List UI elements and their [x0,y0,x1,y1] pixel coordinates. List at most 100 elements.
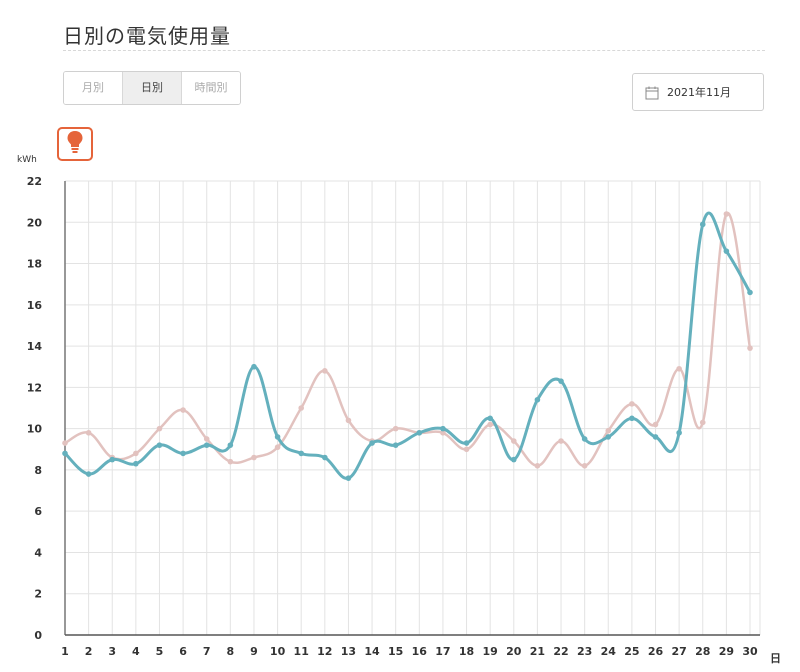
series-0-point [156,442,163,448]
y-tick-label: 14 [27,340,43,353]
x-tick-label: 2 [85,645,93,658]
series-1-point [392,425,399,432]
series-0-point [723,248,730,254]
x-tick-label: 19 [483,645,498,658]
x-tick-label: 15 [388,645,403,658]
series-1-point [322,368,328,374]
x-tick-label: 18 [459,645,474,658]
series-1-point [156,425,163,432]
series-0-point [747,289,753,296]
y-axis-labels: 0 2 4 6 8 10 12 14 16 18 20 22 [27,175,43,642]
x-tick-label: 25 [624,645,639,658]
series-0-point [440,425,446,432]
series-0-point [463,440,470,446]
series-0-point [274,434,281,440]
series-0-point [652,434,659,440]
series-1-point [345,417,352,424]
x-tick-label: 5 [156,645,164,658]
lightbulb-button[interactable] [57,127,93,161]
series-0-point [676,429,682,436]
x-tick-label: 10 [270,645,286,658]
series-0-point [298,450,305,457]
series-0-point [558,378,564,384]
y-tick-label: 16 [27,299,43,312]
series-1-point [227,458,234,465]
x-tick-label: 6 [179,645,187,658]
x-axis-labels: 1 2 3 4 5 6 7 8 9 10 11 12 13 14 15 16 17 18 19 20 21 22 23 24 2… [61,645,758,658]
x-tick-label: 7 [203,645,211,658]
series-1-point [558,438,564,444]
series-0-point [392,442,399,448]
series-0-point [605,434,612,440]
page-title: 日別の電気使用量 [63,24,231,48]
calendar-icon [645,85,659,100]
series-0-point [109,456,116,463]
series-1-point [723,211,730,217]
x-tick-label: 1 [61,645,69,658]
x-tick-label: 3 [108,645,116,658]
x-tick-label: 12 [317,645,332,658]
series-0-point [251,363,257,370]
series-0-point [180,450,186,457]
series-1-point [487,421,493,428]
x-tick-label: 13 [341,645,356,658]
series-1-point [534,462,541,469]
series-0-point [629,415,635,422]
tab-daily[interactable]: 日別 [123,72,182,104]
series-1-point [440,429,446,436]
x-tick-label: 24 [601,645,617,658]
y-tick-label: 0 [34,629,42,642]
date-label: 2021年11月 [667,86,731,99]
x-tick-label: 20 [506,645,522,658]
date-selector-button[interactable]: 2021年11月 [632,73,764,111]
x-tick-label: 8 [227,645,235,658]
series-0-point [699,221,706,228]
series-0-point [227,442,234,448]
y-axis-unit: kWh [17,155,37,165]
series-0-point [534,396,541,403]
y-tick-label: 2 [34,588,42,601]
series-1-point [605,427,612,434]
series-1-point [629,401,635,407]
series-0-point [85,471,92,477]
series-1-point [676,365,682,372]
chart-series [62,211,753,481]
y-tick-label: 8 [34,464,42,477]
x-axis-unit: 日 [770,652,781,665]
series-1-point [581,462,588,469]
series-0-point [133,460,139,467]
series-1-line [64,212,752,468]
y-tick-label: 6 [34,505,42,518]
series-0-point [203,442,210,448]
series-0-point [322,454,328,461]
y-tick-label: 18 [27,258,42,271]
series-1-point [298,405,305,411]
x-tick-label: 14 [364,645,380,658]
x-tick-label: 23 [577,645,592,658]
series-1-point [85,429,92,436]
chart-axes [64,181,760,636]
tab-hourly[interactable]: 時間別 [182,72,240,104]
series-1-point [180,407,186,413]
series-0-point [487,415,493,422]
x-tick-label: 4 [132,645,140,658]
y-tick-label: 20 [27,216,43,229]
y-tick-label: 10 [27,423,43,436]
series-1-point [747,345,753,351]
series-1-point [133,450,139,457]
x-tick-label: 30 [742,645,758,658]
tab-monthly[interactable]: 月別 [64,72,123,104]
x-tick-label: 26 [648,645,664,658]
series-0-point [510,456,517,463]
x-tick-label: 9 [250,645,258,658]
series-1-point [463,446,470,453]
series-1-point [699,419,706,426]
series-0-point [581,436,588,442]
series-1-point [510,438,517,444]
period-tabs: 月別 日別 時間別 [63,71,241,105]
y-tick-label: 22 [27,175,42,188]
x-tick-label: 17 [435,645,450,658]
series-0-point [369,440,375,446]
series-0-point [345,475,352,481]
